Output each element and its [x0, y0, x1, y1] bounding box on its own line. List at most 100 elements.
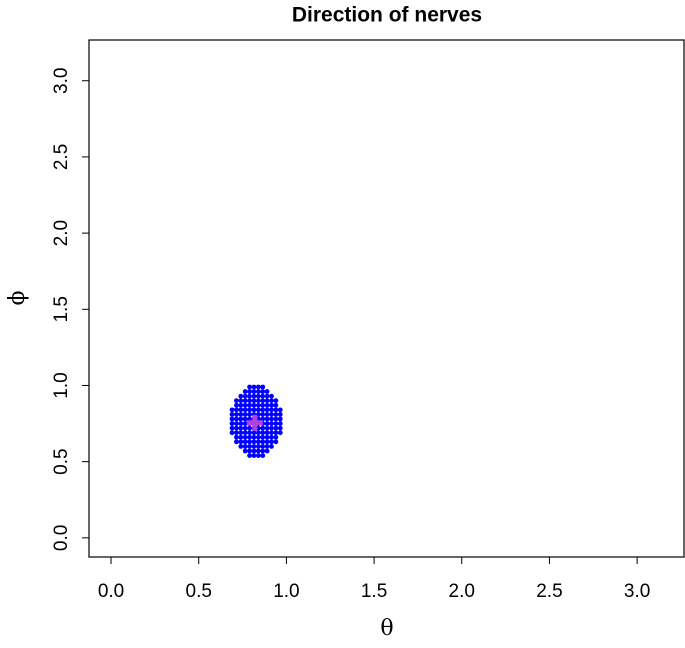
- point: [251, 398, 257, 404]
- point: [264, 398, 270, 404]
- point: [251, 439, 257, 445]
- x-tick-label: 1.0: [273, 581, 299, 602]
- point: [273, 421, 279, 426]
- point: [264, 425, 270, 431]
- point: [255, 444, 261, 449]
- point: [238, 407, 244, 413]
- y-tick-label: 2.0: [51, 220, 72, 246]
- point: [255, 434, 261, 440]
- point: [234, 421, 239, 426]
- point: [242, 407, 248, 413]
- x-tick-label: 2.5: [536, 581, 562, 602]
- point: [260, 430, 266, 436]
- point: [242, 425, 248, 431]
- point: [260, 412, 266, 417]
- point: [242, 412, 248, 417]
- y-axis-label: ϕ: [5, 291, 30, 306]
- point: [255, 389, 261, 394]
- point: [260, 434, 266, 440]
- y-tick-label: 0.0: [51, 525, 72, 551]
- point: [234, 398, 239, 404]
- point: [251, 434, 257, 440]
- point: [264, 421, 270, 426]
- point: [234, 402, 239, 408]
- point: [229, 407, 235, 413]
- point: [277, 425, 283, 431]
- point: [264, 412, 270, 417]
- point: [247, 453, 252, 458]
- point: [251, 384, 257, 390]
- point: [260, 444, 266, 449]
- point: [255, 407, 261, 413]
- point: [242, 398, 248, 404]
- point: [234, 434, 239, 440]
- point: [273, 439, 279, 445]
- point: [277, 416, 283, 422]
- x-tick-label: 3.0: [624, 581, 650, 602]
- point: [269, 407, 274, 413]
- point: [242, 448, 248, 454]
- point: [273, 430, 279, 436]
- point: [269, 430, 274, 436]
- point: [269, 412, 274, 417]
- point: [255, 393, 261, 399]
- y-tick-label: 1.0: [51, 372, 72, 398]
- point: [277, 430, 283, 436]
- point: [269, 416, 274, 422]
- point: [247, 416, 252, 422]
- point: [255, 402, 261, 408]
- x-tick-label: 2.0: [449, 581, 475, 602]
- point: [242, 439, 248, 445]
- point: [264, 389, 270, 394]
- point: [229, 425, 235, 431]
- point: [264, 434, 270, 440]
- point: [242, 444, 248, 449]
- point: [260, 402, 266, 408]
- point: [251, 407, 257, 413]
- point: [273, 407, 279, 413]
- point: [238, 393, 244, 399]
- point: [269, 402, 274, 408]
- point: [255, 384, 261, 390]
- point: [260, 389, 266, 394]
- point: [247, 412, 252, 417]
- point: [242, 434, 248, 440]
- point: [238, 444, 244, 449]
- point: [260, 448, 266, 454]
- point: [247, 393, 252, 399]
- point: [251, 444, 257, 449]
- point: [269, 439, 274, 445]
- point: [247, 444, 252, 449]
- point: [264, 448, 270, 454]
- point: [251, 453, 257, 458]
- point: [247, 430, 252, 436]
- point: [273, 398, 279, 404]
- point: [264, 407, 270, 413]
- point: [229, 421, 235, 426]
- point: [234, 416, 239, 422]
- point: [269, 444, 274, 449]
- y-tick-label: 2.5: [51, 144, 72, 170]
- point: [251, 448, 257, 454]
- point: [247, 389, 252, 394]
- point: [242, 402, 248, 408]
- y-tick-label: 3.0: [51, 68, 72, 94]
- point: [260, 384, 266, 390]
- point: [269, 434, 274, 440]
- point: [234, 412, 239, 417]
- point: [251, 430, 257, 436]
- point: [242, 389, 248, 394]
- point: [260, 439, 266, 445]
- point: [242, 416, 248, 422]
- point: [264, 402, 270, 408]
- point: [264, 439, 270, 445]
- point: [247, 407, 252, 413]
- point: [273, 416, 279, 422]
- point: [247, 439, 252, 445]
- point: [255, 398, 261, 404]
- point: [238, 416, 244, 422]
- point: [277, 412, 283, 417]
- plot-frame: [88, 39, 685, 558]
- point: [273, 402, 279, 408]
